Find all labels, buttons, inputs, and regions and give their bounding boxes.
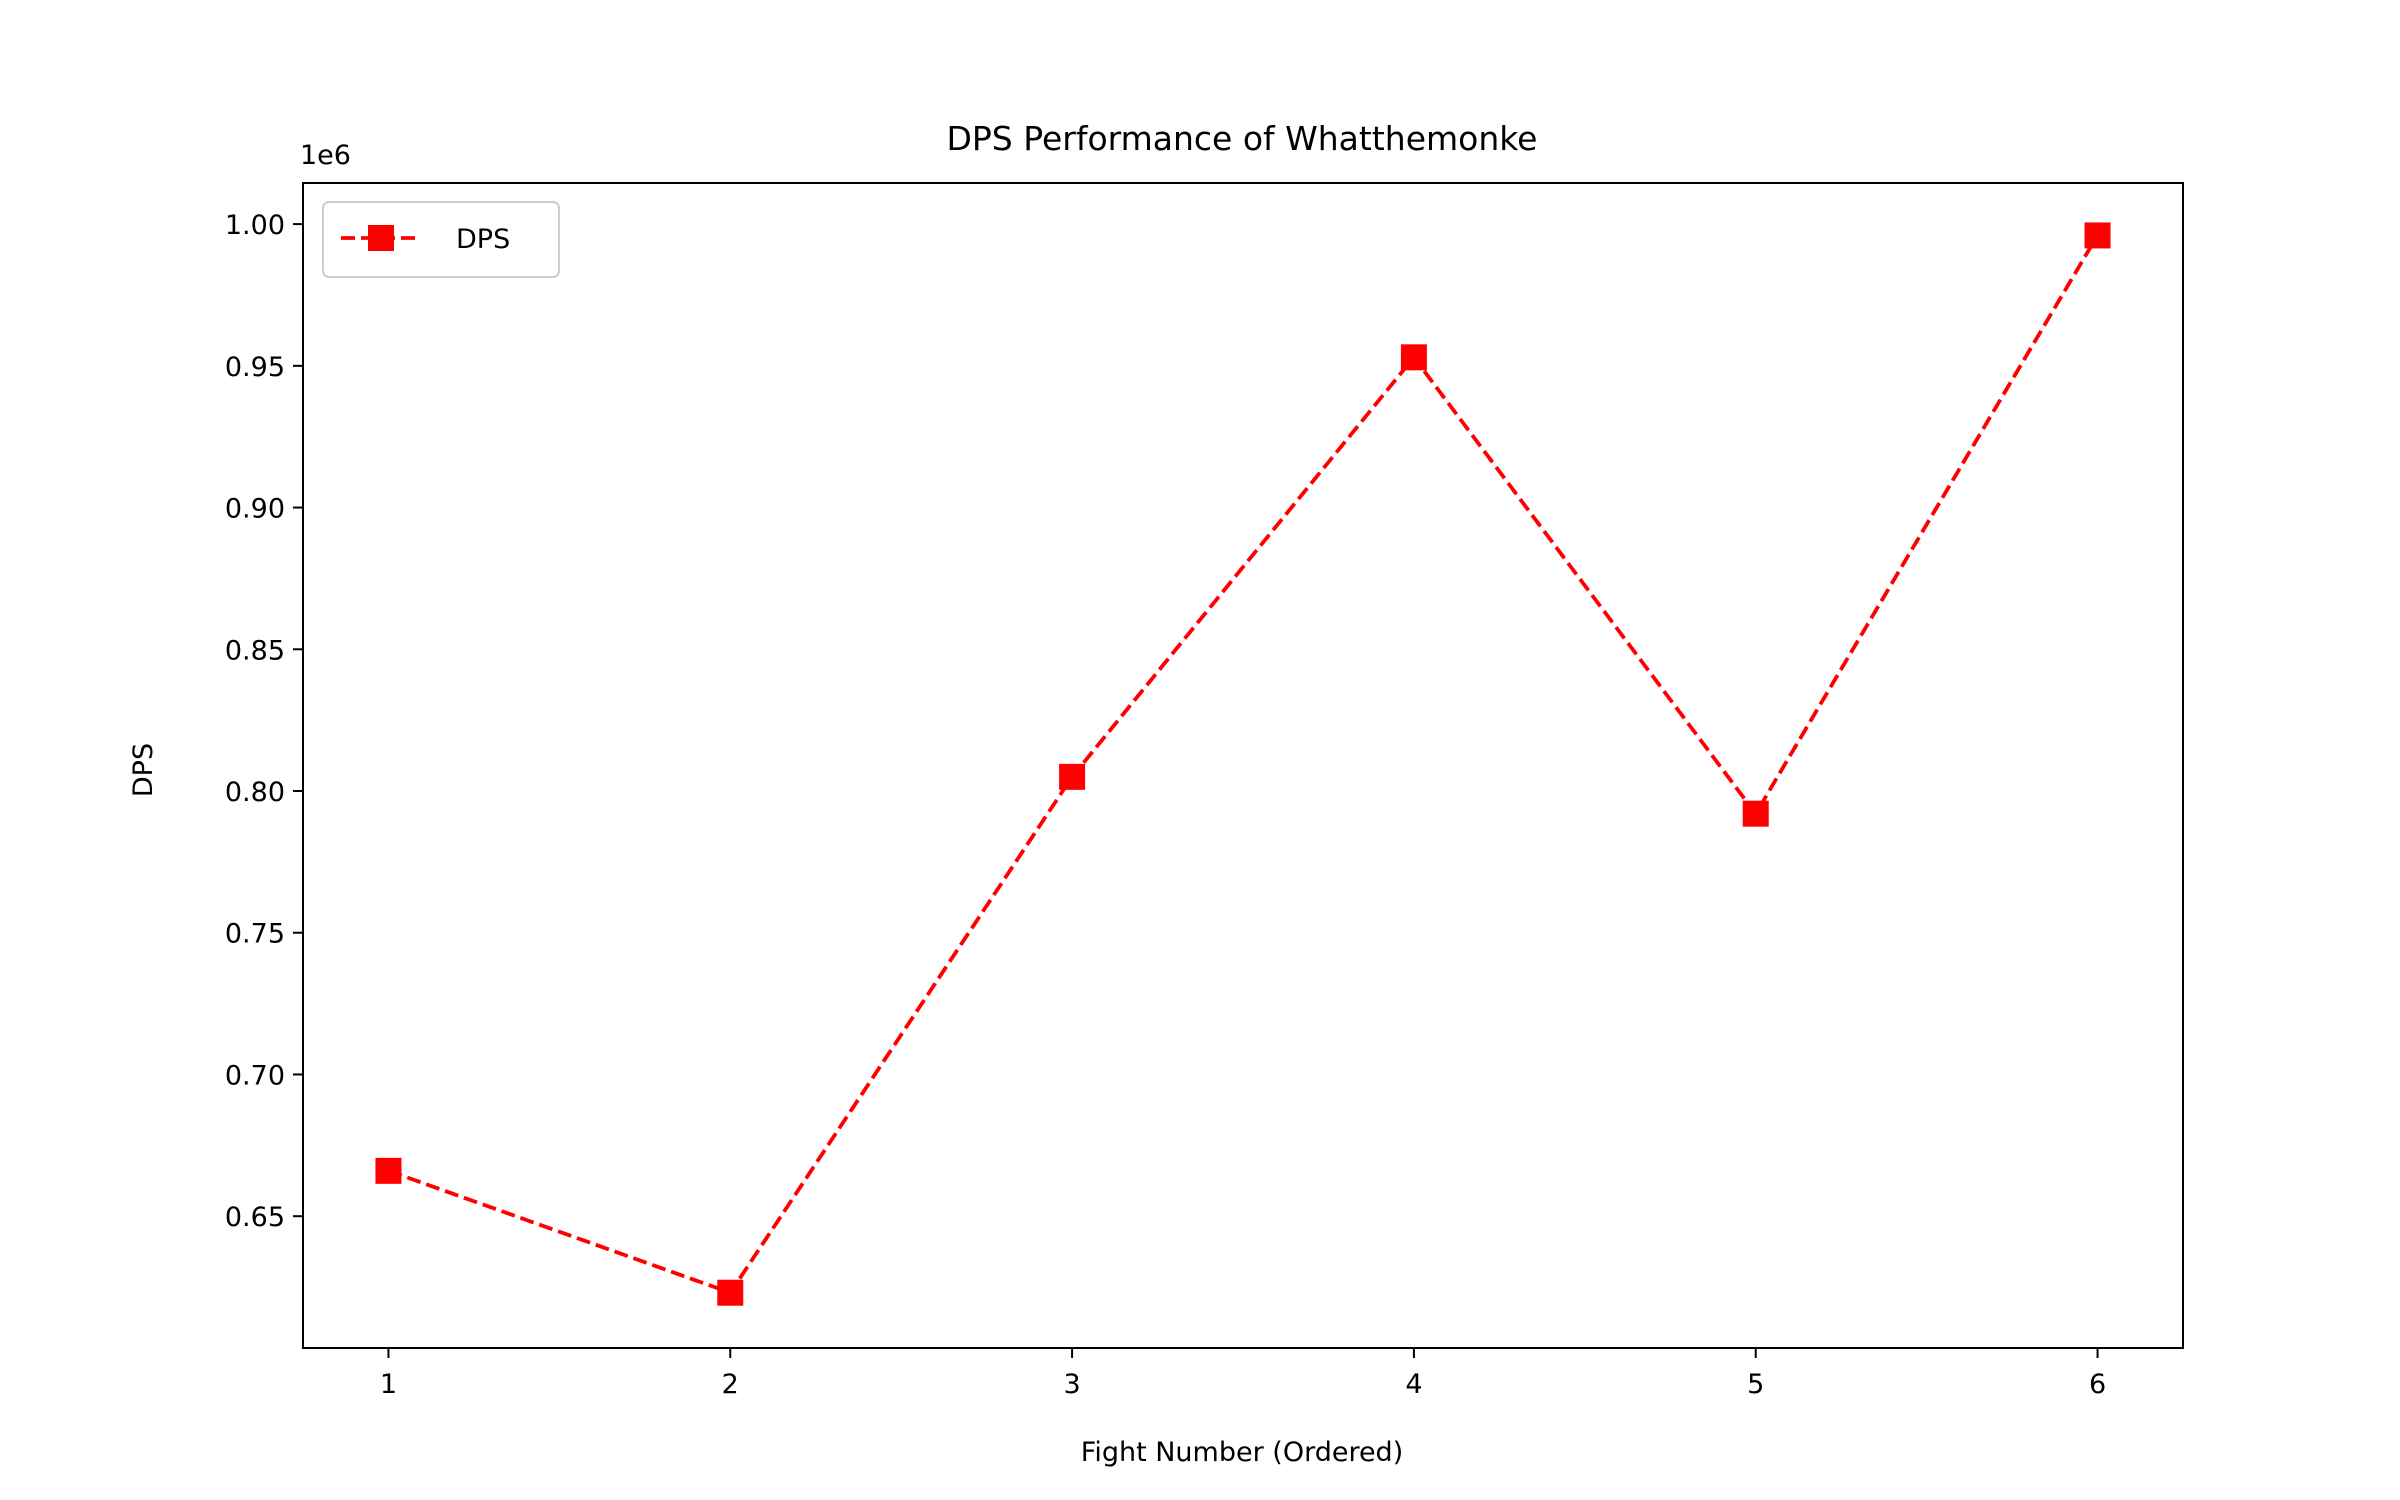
data-point <box>1742 800 1769 827</box>
y-tick-label: 0.95 <box>225 352 285 383</box>
y-tick-label: 0.80 <box>225 777 285 808</box>
chart-title: DPS Performance of Whatthemonke <box>946 119 1537 158</box>
plot-area <box>302 182 2184 1349</box>
legend-marker <box>368 225 394 251</box>
x-tick-label: 4 <box>1405 1369 1422 1400</box>
series-line <box>387 234 2100 1295</box>
data-point <box>375 1157 402 1184</box>
x-tick-label: 5 <box>1747 1369 1764 1400</box>
y-axis: 0.65 0.70 0.75 0.80 0.85 0.90 0.95 1.00 <box>225 210 303 1233</box>
y-tick-label: 0.65 <box>225 1202 285 1233</box>
data-point <box>2084 222 2111 249</box>
series-layer <box>375 222 2111 1306</box>
y-tick-label: 1.00 <box>225 210 285 241</box>
y-tick-label: 0.75 <box>225 919 285 950</box>
legend-label: DPS <box>456 224 510 255</box>
y-tick-label: 0.70 <box>225 1060 285 1091</box>
plot-frame <box>302 182 2184 1349</box>
x-tick-label: 1 <box>380 1369 397 1400</box>
x-tick-label: 3 <box>1063 1369 1080 1400</box>
y-tick-label: 0.85 <box>225 635 285 666</box>
data-point <box>1400 344 1427 371</box>
data-point <box>717 1279 744 1306</box>
x-axis-label: Fight Number (Ordered) <box>1081 1437 1403 1468</box>
legend-frame <box>322 201 560 278</box>
y-tick-label: 0.90 <box>225 494 285 525</box>
x-tick-label: 2 <box>722 1369 739 1400</box>
data-point <box>1059 763 1086 790</box>
y-axis-label: DPS <box>128 743 159 797</box>
y-offset-label: 1e6 <box>300 140 351 171</box>
legend: DPS <box>322 201 560 278</box>
x-axis: 1 2 3 4 5 6 <box>380 1348 2106 1400</box>
x-tick-label: 6 <box>2089 1369 2106 1400</box>
